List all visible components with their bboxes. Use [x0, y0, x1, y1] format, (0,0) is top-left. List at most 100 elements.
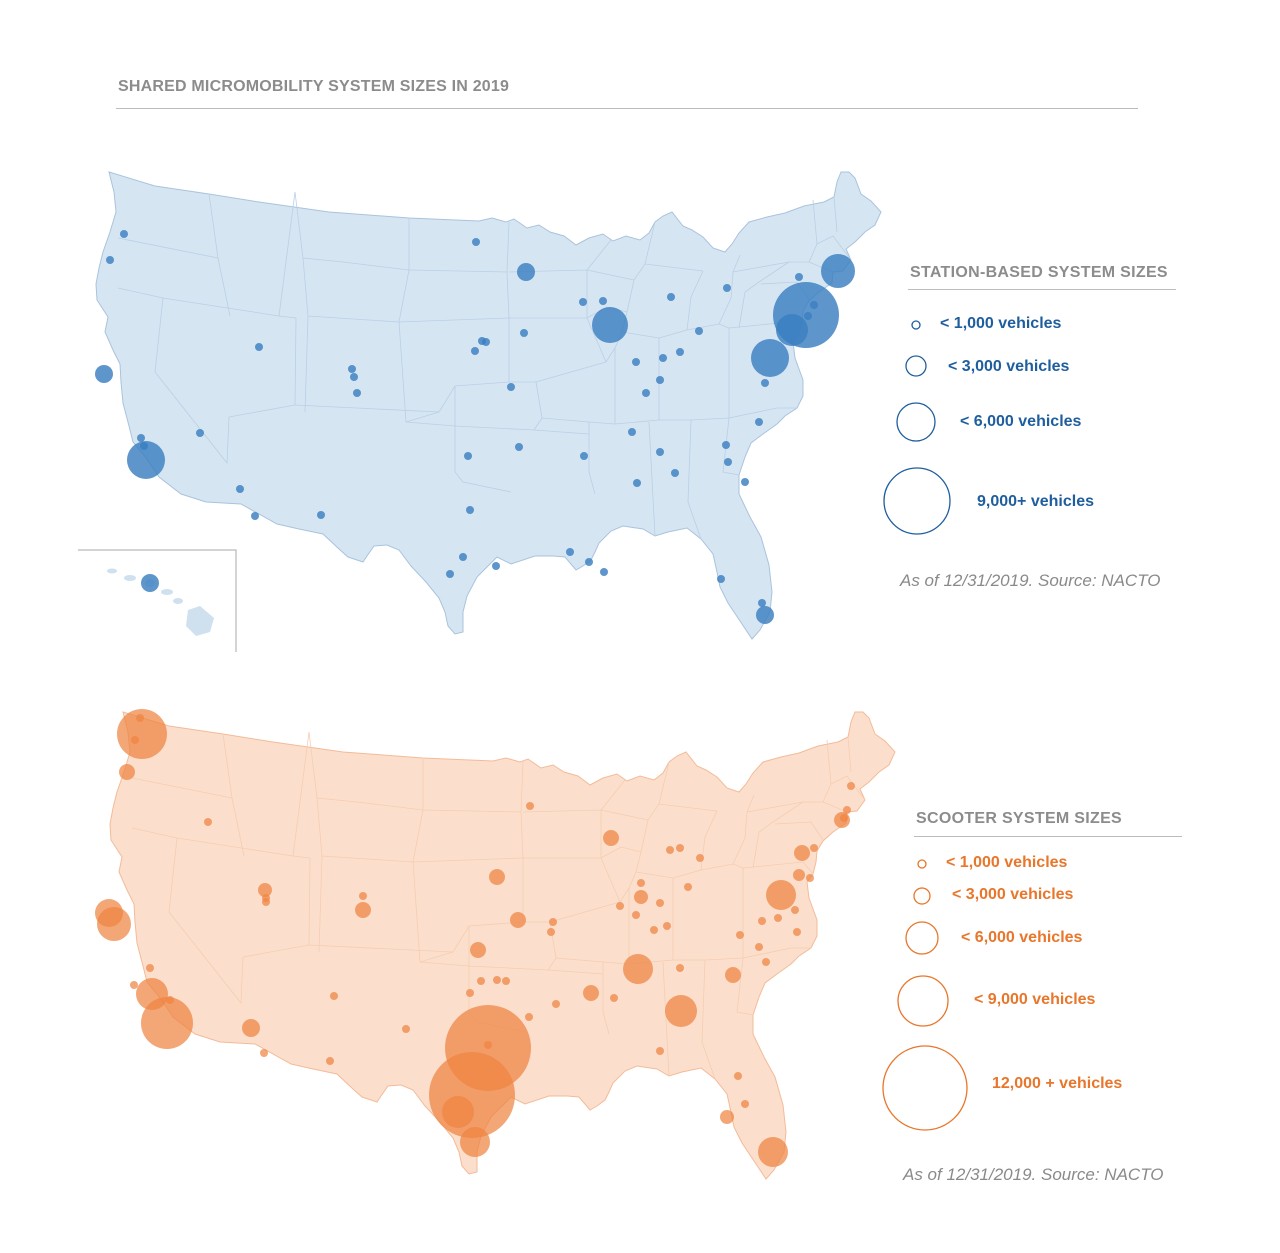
station-system-marker-3 — [776, 314, 808, 346]
station-system-marker-4 — [821, 254, 855, 288]
station-system-marker-52 — [723, 284, 731, 292]
station-legend-circle-2 — [905, 355, 927, 377]
scooter-legend-title: SCOOTER SYSTEM SIZES — [916, 810, 1123, 827]
scooter-system-marker-76 — [840, 814, 848, 822]
station-system-marker-44 — [656, 376, 664, 384]
scooter-system-marker-11 — [460, 1127, 490, 1157]
station-system-marker-48 — [667, 293, 675, 301]
scooter-dots — [95, 709, 855, 1167]
station-legend-circle-3 — [896, 402, 936, 442]
scooter-system-marker-75 — [847, 782, 855, 790]
scooter-system-marker-7 — [242, 1019, 260, 1037]
scooter-source-note: As of 12/31/2019. Source: NACTO — [903, 1165, 1164, 1184]
scooter-legend-circle-1 — [917, 859, 927, 869]
station-system-marker-9 — [141, 574, 159, 592]
scooter-system-marker-71 — [791, 906, 799, 914]
station-system-marker-60 — [758, 599, 766, 607]
station-system-marker-10 — [756, 606, 774, 624]
station-system-marker-11 — [120, 230, 128, 238]
station-system-marker-40 — [628, 428, 636, 436]
station-system-marker-14 — [140, 442, 148, 450]
scooter-system-marker-69 — [774, 914, 782, 922]
scooter-system-marker-16 — [489, 869, 505, 885]
scooter-system-marker-49 — [484, 1041, 492, 1049]
scooter-system-marker-30 — [131, 736, 139, 744]
station-system-marker-50 — [599, 297, 607, 305]
scooter-system-marker-10 — [442, 1096, 474, 1128]
scooter-system-marker-22 — [258, 883, 272, 897]
scooter-system-marker-6 — [141, 997, 193, 1049]
scooter-system-marker-52 — [656, 1047, 664, 1055]
scooter-system-marker-53 — [676, 964, 684, 972]
scooter-system-marker-48 — [547, 928, 555, 936]
scooter-system-marker-26 — [793, 869, 805, 881]
station-legend-circle-4 — [883, 467, 951, 535]
station-system-marker-6 — [127, 441, 165, 479]
station-system-marker-32 — [459, 553, 467, 561]
scooter-system-marker-78 — [616, 902, 624, 910]
scooter-system-marker-55 — [755, 943, 763, 951]
scooter-system-marker-50 — [552, 1000, 560, 1008]
scooter-system-marker-62 — [632, 911, 640, 919]
scooter-system-marker-31 — [204, 818, 212, 826]
station-system-marker-49 — [579, 298, 587, 306]
scooter-system-marker-45 — [466, 989, 474, 997]
scooter-system-marker-47 — [549, 918, 557, 926]
scooter-system-marker-77 — [610, 994, 618, 1002]
scooter-legend-label-5: 12,000 + vehicles — [992, 1075, 1123, 1092]
scooter-system-marker-19 — [583, 985, 599, 1001]
station-system-marker-18 — [317, 511, 325, 519]
scooter-system-marker-28 — [634, 890, 648, 904]
page-title: SHARED MICROMOBILITY SYSTEM SIZES IN 201… — [118, 78, 510, 95]
scooter-system-marker-58 — [741, 1100, 749, 1108]
station-system-marker-62 — [810, 301, 818, 309]
scooter-system-marker-29 — [136, 714, 144, 722]
station-system-marker-15 — [196, 429, 204, 437]
scooter-system-marker-4 — [97, 907, 131, 941]
station-system-marker-17 — [251, 512, 259, 520]
scooter-system-marker-72 — [806, 874, 814, 882]
station-system-marker-16 — [236, 485, 244, 493]
station-system-marker-34 — [492, 562, 500, 570]
scooter-legend-circle-4 — [897, 975, 949, 1027]
station-system-marker-26 — [471, 347, 479, 355]
scooter-system-marker-38 — [330, 992, 338, 1000]
scooter-system-marker-57 — [734, 1072, 742, 1080]
scooter-system-marker-17 — [510, 912, 526, 928]
scooter-system-marker-32 — [146, 964, 154, 972]
scooter-system-marker-18 — [470, 942, 486, 958]
scooter-system-marker-12 — [623, 954, 653, 984]
station-system-marker-2 — [751, 339, 789, 377]
scooter-system-marker-1 — [117, 709, 167, 759]
station-system-marker-61 — [804, 312, 812, 320]
scooter-system-marker-68 — [758, 917, 766, 925]
scooter-system-marker-37 — [359, 892, 367, 900]
scooter-system-marker-41 — [402, 1025, 410, 1033]
station-legend-label-4: 9,000+ vehicles — [977, 493, 1094, 510]
scooter-system-marker-74 — [843, 806, 851, 814]
scooter-system-marker-33 — [166, 996, 174, 1004]
scooter-legend-circles — [882, 859, 968, 1131]
station-system-marker-13 — [137, 434, 145, 442]
station-legend-label-2: < 3,000 vehicles — [948, 358, 1070, 375]
scooter-system-marker-63 — [637, 879, 645, 887]
scooter-system-marker-40 — [326, 1057, 334, 1065]
station-system-marker-54 — [761, 379, 769, 387]
station-legend-circles — [883, 320, 951, 535]
station-system-marker-37 — [600, 568, 608, 576]
scooter-legend-label-1: < 1,000 vehicles — [946, 854, 1068, 871]
station-map — [78, 171, 882, 652]
scooter-system-marker-13 — [665, 995, 697, 1027]
station-system-marker-58 — [741, 478, 749, 486]
scooter-system-marker-66 — [696, 854, 704, 862]
station-system-marker-38 — [580, 452, 588, 460]
station-system-marker-22 — [353, 389, 361, 397]
scooter-system-marker-73 — [810, 844, 818, 852]
scooter-system-marker-39 — [260, 1049, 268, 1057]
scooter-system-marker-14 — [766, 880, 796, 910]
station-system-marker-30 — [464, 452, 472, 460]
scooter-system-marker-59 — [650, 926, 658, 934]
station-system-marker-5 — [592, 307, 628, 343]
station-system-marker-51 — [632, 358, 640, 366]
scooter-system-marker-60 — [663, 922, 671, 930]
